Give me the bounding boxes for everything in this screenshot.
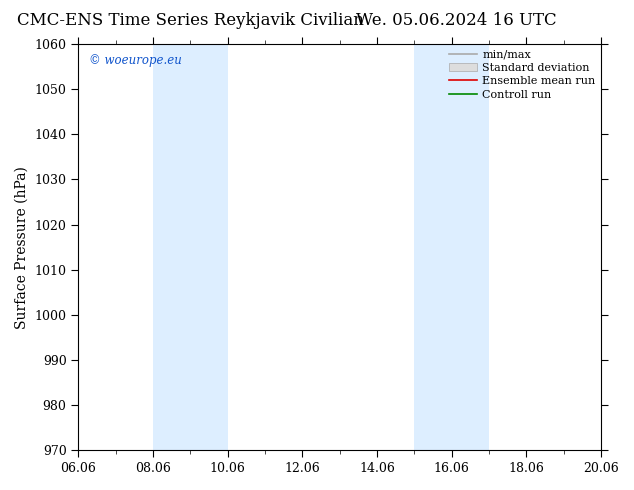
Bar xyxy=(153,44,228,450)
Text: © woeurope.eu: © woeurope.eu xyxy=(89,54,182,67)
Bar xyxy=(415,44,489,450)
Text: We. 05.06.2024 16 UTC: We. 05.06.2024 16 UTC xyxy=(356,12,557,29)
Legend: min/max, Standard deviation, Ensemble mean run, Controll run: min/max, Standard deviation, Ensemble me… xyxy=(449,49,595,99)
Y-axis label: Surface Pressure (hPa): Surface Pressure (hPa) xyxy=(15,166,29,328)
Text: CMC-ENS Time Series Reykjavik Civilian: CMC-ENS Time Series Reykjavik Civilian xyxy=(16,12,364,29)
